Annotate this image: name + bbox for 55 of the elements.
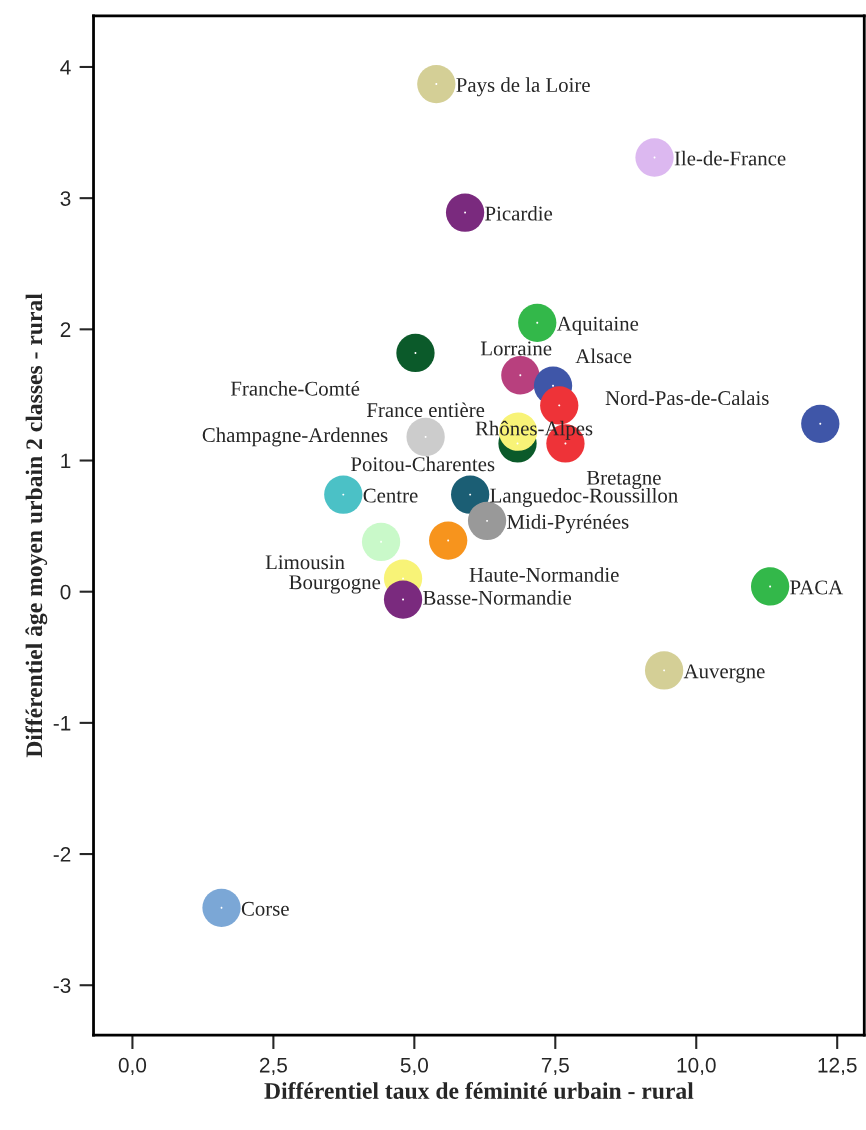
x-tick-label: 12,5 <box>818 1057 857 1076</box>
series-label: Languedoc-Roussillon <box>490 487 678 507</box>
point <box>801 404 840 443</box>
series-label: Midi-Pyrénées <box>507 514 629 534</box>
series-label: Bretagne <box>586 470 661 490</box>
point <box>429 521 468 560</box>
annotation: Poitou-Charentes <box>351 456 495 472</box>
point <box>202 888 241 927</box>
y-tick-label: 3 <box>60 191 71 206</box>
series-label: PACA <box>790 580 844 595</box>
point <box>361 522 401 561</box>
series-label: Rhônes-Alpes <box>475 420 593 440</box>
point <box>445 193 485 232</box>
point <box>406 417 445 457</box>
point <box>324 475 363 514</box>
series-label: Centre <box>363 488 418 503</box>
y-axis-title: Différentiel âge moyen urbain 2 classes - rural <box>25 293 48 758</box>
point <box>383 580 423 619</box>
series-label: Lorraine <box>480 341 552 356</box>
point <box>644 651 684 690</box>
point <box>396 333 435 373</box>
annotation: Champagne-Ardennes <box>202 427 388 447</box>
series-label: Limousin <box>265 555 345 570</box>
y-tick-label: 2 <box>60 322 71 337</box>
series-label: Aquitaine <box>556 316 639 335</box>
point <box>501 356 540 395</box>
point <box>417 64 456 104</box>
point <box>635 138 674 177</box>
x-tick-label: 5,0 <box>400 1057 429 1076</box>
series-label: Pays de la Loire <box>456 77 590 97</box>
series-label: Corse <box>241 901 289 916</box>
x-tick-label: 2,5 <box>259 1057 287 1076</box>
series-label: Alsace <box>575 348 632 364</box>
y-tick-label: 4 <box>60 60 71 75</box>
y-tick-label: 1 <box>61 453 71 469</box>
x-tick-label: 7,5 <box>541 1058 569 1076</box>
text: Franche-Comté <box>230 380 360 396</box>
point <box>451 475 490 514</box>
series-label: Picardie <box>485 205 553 221</box>
y-tick-label: -1 <box>53 716 71 731</box>
point <box>518 303 557 342</box>
series-label: Nord-Pas-de-Calais <box>605 390 769 406</box>
series-label: Haute-Normandie <box>469 567 619 582</box>
y-tick-label: -2 <box>53 847 71 862</box>
series-label: Ile-de-France <box>674 150 786 166</box>
series-label: Bourgogne <box>289 575 381 594</box>
y-tick-label: -3 <box>53 978 71 993</box>
x-axis-title: Différentiel taux de féminité urbain - rural <box>264 1082 694 1099</box>
y-tick-label: 0 <box>60 584 71 600</box>
x-tick-label: 10,0 <box>677 1057 716 1076</box>
series-label: Auvergne <box>683 664 765 683</box>
series-label: France entière <box>366 402 485 418</box>
series-label: Basse-Normandie <box>423 590 572 605</box>
point <box>750 567 790 606</box>
x-tick-label: 0,0 <box>118 1057 147 1076</box>
